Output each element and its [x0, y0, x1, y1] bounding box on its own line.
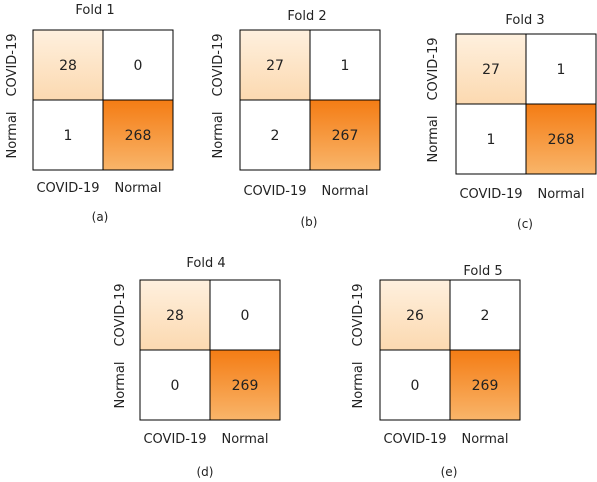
matrix-cell — [209, 349, 281, 421]
cell-value: 0 — [134, 58, 143, 74]
cell-value: 2 — [481, 308, 490, 324]
matrix-cell — [525, 33, 597, 105]
cell-value: 27 — [266, 58, 284, 74]
panel-caption: (d) — [197, 465, 214, 479]
matrix-cell — [239, 99, 311, 171]
cell-value: 1 — [487, 132, 496, 148]
cell-value: 0 — [171, 378, 180, 394]
cell-value: 2 — [271, 128, 280, 144]
cell-value: 28 — [166, 308, 184, 324]
row-label: COVID-19 — [113, 283, 128, 346]
matrix-cell — [449, 349, 521, 421]
row-label: COVID-19 — [211, 33, 226, 96]
column-label: COVID-19 — [459, 187, 522, 202]
matrix-cell — [449, 279, 521, 351]
row-label: Normal — [113, 361, 128, 408]
cell-value: 269 — [232, 378, 259, 394]
column-label: Normal — [221, 432, 268, 447]
row-label: Normal — [426, 115, 441, 162]
fold-title: Fold 3 — [505, 13, 544, 28]
cell-value: 1 — [557, 62, 566, 78]
panel-caption: (a) — [92, 210, 109, 224]
cell-value: 27 — [482, 62, 500, 78]
matrix-cell — [379, 349, 451, 421]
matrix-cell — [525, 103, 597, 175]
matrix-cell — [379, 279, 451, 351]
matrix-cell — [309, 99, 381, 171]
panel-caption: (b) — [301, 215, 318, 229]
column-label: Normal — [114, 181, 161, 196]
cell-value: 267 — [332, 128, 359, 144]
cell-value: 0 — [411, 378, 420, 394]
column-label: Normal — [537, 187, 584, 202]
column-label: COVID-19 — [36, 181, 99, 196]
matrix-cell — [32, 99, 104, 171]
column-label: Normal — [321, 184, 368, 199]
row-label: COVID-19 — [5, 33, 20, 96]
cell-value: 0 — [241, 308, 250, 324]
confusion-matrix-fold-1: Fold 1 28 0 1 268 COVID-19 Normal COVID-19 Norma… — [5, 3, 174, 224]
panel-caption: (e) — [441, 465, 458, 479]
row-label: Normal — [211, 111, 226, 158]
cell-value: 268 — [548, 132, 575, 148]
confusion-matrix-fold-5: Fold 5 26 2 0 269 COVID-19 Normal COVID-19 Norma… — [351, 264, 521, 479]
row-label: Normal — [5, 111, 20, 158]
fold-title: Fold 2 — [287, 9, 326, 24]
matrix-cell — [102, 99, 174, 171]
column-label: COVID-19 — [143, 432, 206, 447]
confusion-matrix-fold-4: Fold 4 28 0 0 269 COVID-19 Normal COVID-19 Norma… — [113, 256, 281, 479]
confusion-matrix-fold-2: Fold 2 27 1 2 267 COVID-19 Normal COVID-19 Norma… — [211, 9, 381, 229]
row-label: Normal — [351, 361, 366, 408]
column-label: COVID-19 — [243, 184, 306, 199]
cell-value: 269 — [472, 378, 499, 394]
cell-value: 1 — [341, 58, 350, 74]
fold-title: Fold 1 — [75, 3, 114, 18]
column-label: Normal — [461, 432, 508, 447]
cell-value: 28 — [59, 58, 77, 74]
matrix-cell — [209, 279, 281, 351]
row-label: COVID-19 — [351, 283, 366, 346]
confusion-matrix-fold-3: Fold 3 27 1 1 268 COVID-19 Normal COVID-19 Norma… — [426, 13, 597, 231]
cell-value: 26 — [406, 308, 424, 324]
panel-caption: (c) — [517, 217, 533, 231]
matrix-cell — [32, 29, 104, 101]
matrix-cell — [102, 29, 174, 101]
fold-title: Fold 4 — [186, 256, 225, 271]
fold-title: Fold 5 — [463, 264, 502, 279]
matrix-cell — [309, 29, 381, 101]
column-label: COVID-19 — [383, 432, 446, 447]
cell-value: 268 — [125, 128, 152, 144]
cell-value: 1 — [64, 128, 73, 144]
row-label: COVID-19 — [426, 37, 441, 100]
